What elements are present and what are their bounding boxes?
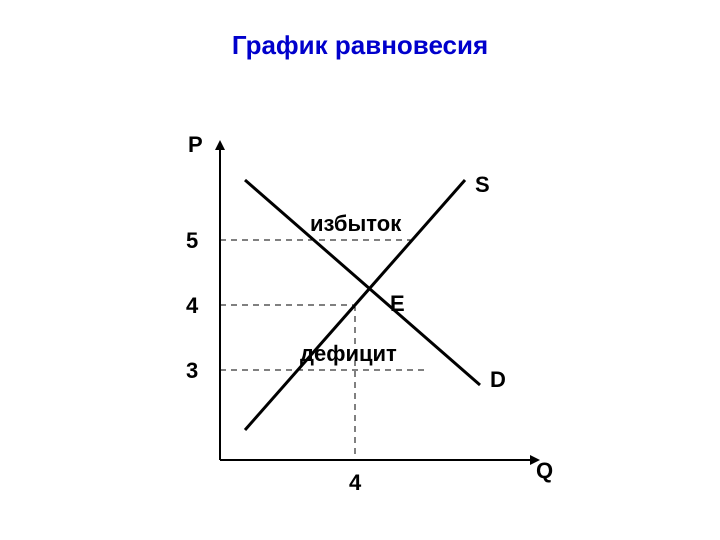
x-axis-label: Q (536, 458, 553, 484)
y-axis-label: P (188, 132, 203, 158)
demand-label: D (490, 367, 506, 393)
chart-svg (170, 130, 550, 490)
chart-title: График равновесия (0, 30, 720, 61)
y-tick-4: 4 (186, 293, 198, 319)
supply-label: S (475, 172, 490, 198)
surplus-annotation: избыток (310, 211, 401, 237)
y-tick-3: 3 (186, 358, 198, 384)
equilibrium-label: E (390, 291, 405, 317)
y-tick-5: 5 (186, 228, 198, 254)
deficit-annotation: дефицит (300, 341, 397, 367)
equilibrium-chart: P Q 5 4 3 4 S D E избыток дефицит (170, 130, 550, 490)
x-tick-4: 4 (349, 470, 361, 496)
